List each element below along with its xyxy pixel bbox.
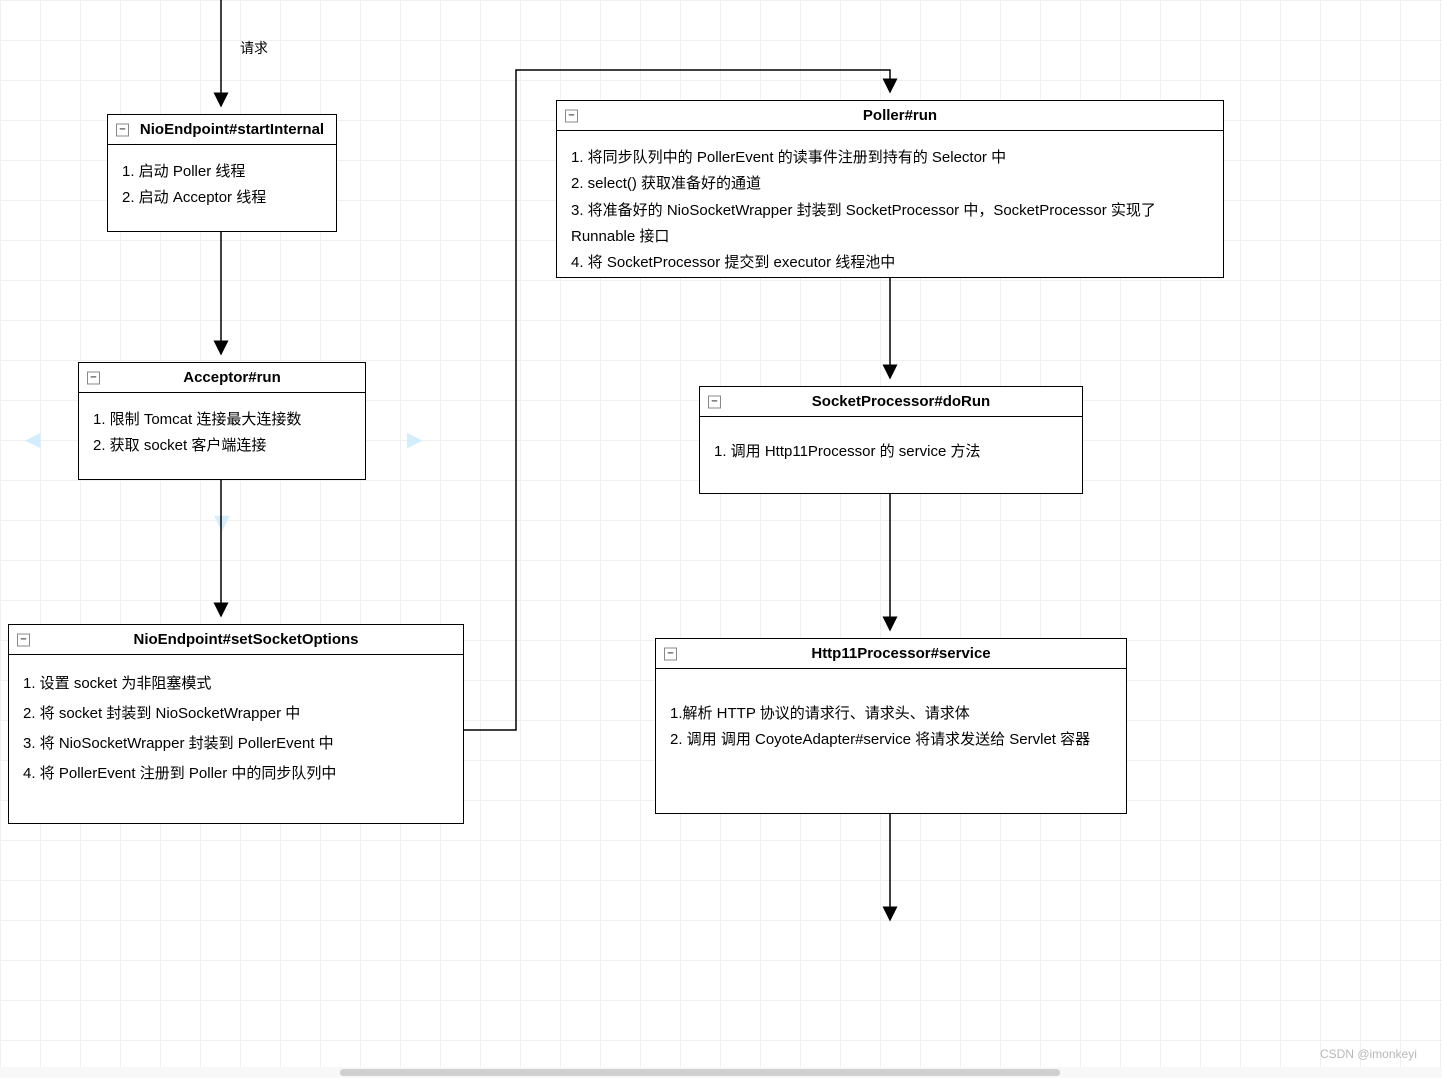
node-nioendpoint-startinternal[interactable]: − NioEndpoint#startInternal 1. 启动 Poller…	[107, 114, 337, 232]
body-line: 2. 将 socket 封装到 NioSocketWrapper 中	[23, 699, 449, 729]
title-text: Poller#run	[863, 107, 937, 124]
start-label: 请求	[240, 38, 268, 58]
title-text: NioEndpoint#setSocketOptions	[133, 631, 358, 648]
node-body: 1. 启动 Poller 线程 2. 启动 Acceptor 线程	[108, 145, 336, 226]
body-line: 3. 将准备好的 NioSocketWrapper 封装到 SocketProc…	[571, 198, 1209, 251]
body-line: 4. 将 PollerEvent 注册到 Poller 中的同步队列中	[23, 759, 449, 789]
node-nioendpoint-setsocketoptions[interactable]: − NioEndpoint#setSocketOptions 1. 设置 soc…	[8, 624, 464, 824]
body-line: 1. 设置 socket 为非阻塞模式	[23, 669, 449, 699]
title-text: SocketProcessor#doRun	[812, 393, 990, 410]
node-body: 1. 限制 Tomcat 连接最大连接数 2. 获取 socket 客户端连接	[79, 393, 365, 474]
body-line: 1. 调用 Http11Processor 的 service 方法	[714, 439, 1068, 465]
title-text: Acceptor#run	[183, 369, 281, 386]
scrollbar-thumb[interactable]	[340, 1069, 1060, 1076]
node-body: 1. 将同步队列中的 PollerEvent 的读事件注册到持有的 Select…	[557, 131, 1223, 290]
body-line: 2. 启动 Acceptor 线程	[122, 185, 322, 211]
body-line: 1. 将同步队列中的 PollerEvent 的读事件注册到持有的 Select…	[571, 145, 1209, 171]
node-body: 1. 设置 socket 为非阻塞模式 2. 将 socket 封装到 NioS…	[9, 655, 463, 803]
body-line: 3. 将 NioSocketWrapper 封装到 PollerEvent 中	[23, 729, 449, 759]
node-acceptor-run[interactable]: − Acceptor#run 1. 限制 Tomcat 连接最大连接数 2. 获…	[78, 362, 366, 480]
body-line: 2. 调用 调用 CoyoteAdapter#service 将请求发送给 Se…	[670, 727, 1112, 753]
collapse-icon[interactable]: −	[17, 633, 30, 646]
collapse-icon[interactable]: −	[565, 109, 578, 122]
body-line: 1. 限制 Tomcat 连接最大连接数	[93, 407, 351, 433]
collapse-icon[interactable]: −	[116, 123, 129, 136]
scrollbar-horizontal[interactable]	[0, 1067, 1442, 1078]
nav-arrow-left[interactable]: ◄	[20, 424, 46, 455]
title-text: NioEndpoint#startInternal	[140, 121, 324, 138]
node-title: − NioEndpoint#setSocketOptions	[9, 625, 463, 655]
node-title: − NioEndpoint#startInternal	[108, 115, 336, 145]
node-title: − Http11Processor#service	[656, 639, 1126, 669]
body-line: 1. 启动 Poller 线程	[122, 159, 322, 185]
node-body: 1.解析 HTTP 协议的请求行、请求头、请求体 2. 调用 调用 Coyote…	[656, 669, 1126, 768]
title-text: Http11Processor#service	[811, 645, 990, 662]
collapse-icon[interactable]: −	[664, 647, 677, 660]
body-line: 2. select() 获取准备好的通道	[571, 171, 1209, 197]
node-title: − Acceptor#run	[79, 363, 365, 393]
nav-arrow-right[interactable]: ►	[402, 424, 428, 455]
node-title: − Poller#run	[557, 101, 1223, 131]
body-line: 2. 获取 socket 客户端连接	[93, 433, 351, 459]
collapse-icon[interactable]: −	[708, 395, 721, 408]
nav-arrow-down[interactable]: ►	[207, 511, 238, 537]
node-poller-run[interactable]: − Poller#run 1. 将同步队列中的 PollerEvent 的读事件…	[556, 100, 1224, 278]
node-http11processor-service[interactable]: − Http11Processor#service 1.解析 HTTP 协议的请…	[655, 638, 1127, 814]
body-line: 1.解析 HTTP 协议的请求行、请求头、请求体	[670, 701, 1112, 727]
node-socketprocessor-dorun[interactable]: − SocketProcessor#doRun 1. 调用 Http11Proc…	[699, 386, 1083, 494]
body-line: 4. 将 SocketProcessor 提交到 executor 线程池中	[571, 250, 1209, 276]
node-body: 1. 调用 Http11Processor 的 service 方法	[700, 417, 1082, 479]
collapse-icon[interactable]: −	[87, 371, 100, 384]
node-title: − SocketProcessor#doRun	[700, 387, 1082, 417]
watermark: CSDN @imonkeyi	[1320, 1047, 1417, 1061]
